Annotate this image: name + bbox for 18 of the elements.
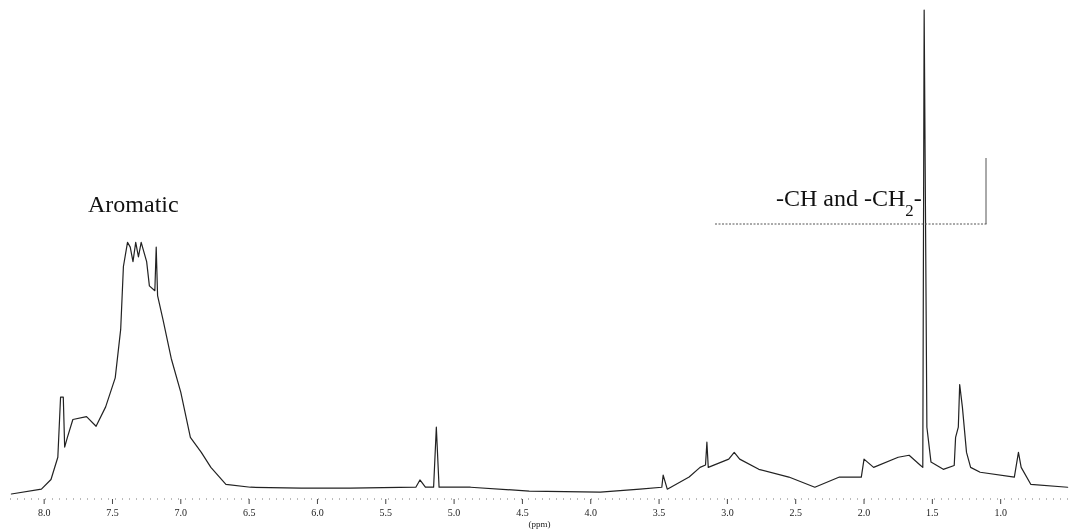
x-tick-label: 4.0 <box>584 507 597 518</box>
annotation: -CH and -CH$_{2}$- <box>776 185 922 220</box>
x-tick-label: 3.5 <box>652 507 666 518</box>
x-tick-label: 6.0 <box>311 507 324 518</box>
x-tick-label: 1.0 <box>994 507 1007 518</box>
x-tick-label: 6.5 <box>242 507 256 518</box>
x-axis-title: (ppm) <box>528 519 551 529</box>
x-tick-label: 8.0 <box>37 507 51 518</box>
x-tick-label: 7.0 <box>174 507 188 518</box>
x-tick-label: 7.5 <box>106 507 119 518</box>
x-tick-label: 5.5 <box>379 507 393 518</box>
x-tick-label: 1.5 <box>926 507 939 518</box>
x-tick-label: 3.0 <box>721 507 734 518</box>
annotation: Aromatic <box>88 191 179 217</box>
x-tick-label: 4.5 <box>516 507 529 518</box>
x-tick-label: 2.5 <box>789 507 802 518</box>
x-tick-label: 2.0 <box>857 507 871 518</box>
x-tick-label: 5.0 <box>447 507 461 518</box>
